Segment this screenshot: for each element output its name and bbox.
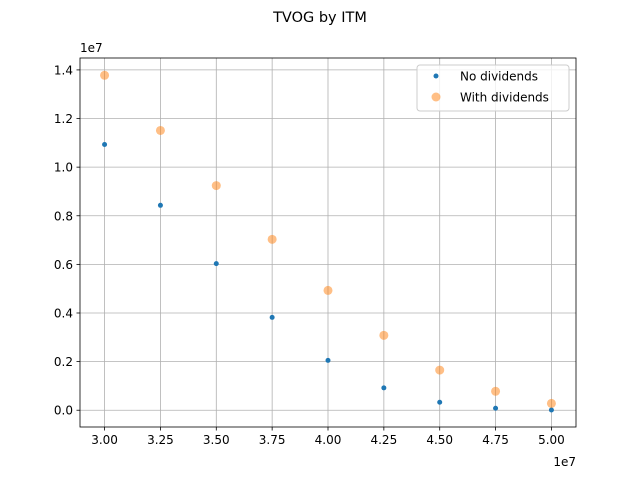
data-point (546, 398, 556, 408)
x-tick-label: 5.00 (538, 433, 565, 447)
x-tick-label: 4.50 (426, 433, 453, 447)
chart-title: TVOG by ITM (272, 10, 367, 26)
x-tick-label: 3.75 (259, 433, 286, 447)
data-point (379, 330, 389, 340)
y-tick-label: 0.6 (54, 258, 73, 272)
data-point (100, 70, 110, 80)
y-tick-label: 0.4 (54, 306, 73, 320)
data-point (381, 385, 387, 391)
y-tick-label: 0.0 (54, 404, 73, 418)
data-point (211, 181, 221, 191)
x-tick-label: 3.50 (203, 433, 230, 447)
legend: No dividends With dividends (416, 64, 570, 112)
data-point (548, 407, 554, 413)
data-point (269, 314, 275, 320)
legend-label-with-dividends: With dividends (460, 91, 549, 105)
x-tick-label: 4.00 (315, 433, 342, 447)
data-point (325, 357, 331, 363)
data-point (155, 125, 165, 135)
y-offset-label: 1e7 (80, 41, 103, 55)
x-tick-label: 3.25 (147, 433, 174, 447)
data-point (435, 365, 445, 375)
x-tick-label: 3.00 (91, 433, 118, 447)
axes-frame (79, 57, 577, 428)
x-offset-label: 1e7 (553, 455, 576, 469)
data-point (267, 234, 277, 244)
legend-label-no-dividends: No dividends (460, 70, 538, 84)
legend-box (416, 64, 570, 112)
data-series (100, 70, 556, 413)
data-point (491, 386, 501, 396)
series-with-dividends (100, 70, 556, 408)
y-tick-label: 0.8 (54, 209, 73, 223)
data-point (213, 261, 219, 267)
data-point (157, 202, 163, 208)
data-point (493, 405, 499, 411)
y-tick-label: 1.4 (54, 63, 73, 77)
data-point (102, 142, 108, 148)
data-point (437, 399, 443, 405)
series-no-dividends (102, 142, 554, 413)
legend-marker-no-dividends (433, 73, 439, 79)
legend-marker-with-dividends (431, 92, 441, 102)
y-tick-label: 1.2 (54, 112, 73, 126)
x-tick-label: 4.25 (370, 433, 397, 447)
data-point (323, 285, 333, 295)
y-tick-label: 1.0 (54, 161, 73, 175)
y-tick-label: 0.2 (54, 355, 73, 369)
axis-ticks: 3.00 3.25 3.50 3.75 4.00 4.25 4.50 4.75 5.00 0.0 0… (54, 63, 565, 447)
x-tick-label: 4.75 (482, 433, 509, 447)
